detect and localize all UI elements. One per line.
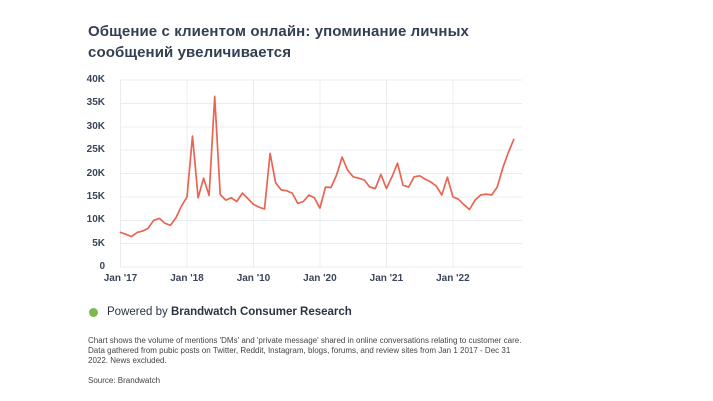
source-text: Source: Brandwatch: [88, 376, 161, 385]
x-axis-tick-label: Jan '21: [369, 273, 404, 284]
y-axis-tick-label: 0: [99, 261, 105, 272]
caption: Chart shows the volume of mentions 'DMs'…: [88, 336, 528, 386]
line-chart: [119, 79, 522, 268]
caption-line-2: Data gathered from pubic posts on Twitte…: [88, 346, 511, 355]
x-axis-tick-label: Jan '18: [170, 273, 204, 284]
powered-by-text: Powered by Brandwatch Consumer Research: [107, 306, 352, 318]
y-axis-tick-label: 35K: [86, 97, 105, 109]
y-axis-tick-label: 40K: [86, 74, 105, 85]
brandwatch-dot-icon: [89, 307, 98, 317]
powered-by-prefix: Powered by: [107, 306, 168, 318]
y-axis-tick-label: 30K: [86, 120, 105, 132]
x-axis-tick-label: Jan '10: [236, 273, 271, 284]
y-axis-tick-label: 5K: [92, 237, 105, 249]
y-axis-tick-label: 10K: [86, 214, 105, 226]
y-axis-tick-label: 20K: [86, 167, 105, 179]
x-axis-tick-label: Jan '17: [103, 273, 138, 284]
caption-line-3: 2022. News excluded.: [88, 356, 167, 365]
y-axis-tick-label: 25K: [86, 144, 105, 156]
chart-title-line-1: Общение с клиентом онлайн: упоминание ли…: [88, 23, 469, 40]
x-axis-tick-label: Jan '20: [303, 273, 337, 284]
chart-title-line-2: сообщений увеличивается: [88, 44, 292, 61]
powered-by-legend: Powered by Brandwatch Consumer Research: [89, 303, 352, 321]
powered-by-brand: Brandwatch Consumer Research: [170, 306, 352, 318]
x-axis-tick-label: Jan '22: [436, 273, 470, 284]
chart-title: Общение с клиентом онлайн: упоминание ли…: [88, 21, 518, 63]
caption-line-1: Chart shows the volume of mentions 'DMs'…: [88, 336, 522, 345]
y-axis-tick-label: 15K: [86, 190, 105, 202]
